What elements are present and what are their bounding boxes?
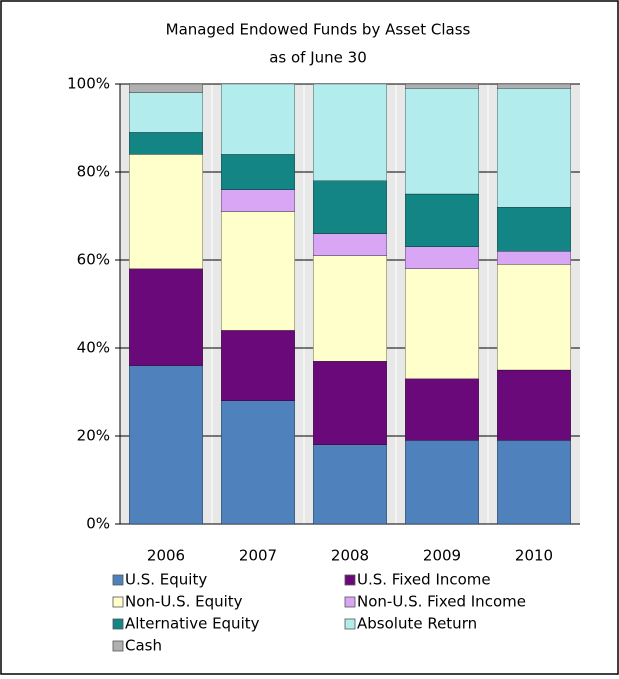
bar-segment <box>405 268 479 379</box>
x-tick-label: 2006 <box>147 547 185 565</box>
bar-segment <box>497 88 571 208</box>
bar-segment <box>313 444 387 525</box>
legend-label: Alternative Equity <box>125 615 260 633</box>
y-tick-label: 40% <box>77 339 110 357</box>
bar-segment <box>405 378 479 441</box>
bar-segment <box>497 83 571 89</box>
bar-segment <box>313 361 387 445</box>
bar-segment <box>129 83 203 93</box>
bar-segment <box>221 154 295 190</box>
bar-segment <box>497 369 571 441</box>
bar-segment <box>129 268 203 366</box>
bar-segment <box>221 400 295 525</box>
bar-segment <box>497 251 571 265</box>
bar-segment <box>221 83 295 155</box>
legend-label: Cash <box>125 637 162 655</box>
bar-segment <box>129 154 203 269</box>
bar-segment <box>221 330 295 401</box>
bar-segment <box>129 92 203 133</box>
x-tick-label: 2008 <box>331 547 369 565</box>
bar-segment <box>497 440 571 525</box>
y-tick-label: 20% <box>77 427 110 445</box>
chart-subtitle: as of June 30 <box>269 49 367 67</box>
bar-segment <box>497 264 571 371</box>
bar-segment <box>405 440 479 525</box>
legend-label: Non-U.S. Equity <box>125 593 243 611</box>
legend-swatch <box>344 574 356 586</box>
bar-segment <box>405 193 479 247</box>
bar-segment <box>405 88 479 195</box>
bar-segment <box>313 83 387 181</box>
legend-label: Absolute Return <box>357 615 477 633</box>
bar-segment <box>221 189 295 212</box>
legend-label: Non-U.S. Fixed Income <box>357 593 526 611</box>
legend-swatch <box>112 640 124 652</box>
x-tick-label: 2009 <box>423 547 461 565</box>
legend-swatch <box>112 596 124 608</box>
bar-segment <box>221 211 295 331</box>
y-tick-label: 60% <box>77 251 110 269</box>
bar-segment <box>405 246 479 269</box>
bar-segment <box>129 132 203 155</box>
legend-swatch <box>112 618 124 630</box>
legend-label: U.S. Equity <box>125 571 207 589</box>
bar-segment <box>313 255 387 362</box>
bar-segment <box>497 207 571 252</box>
y-tick-label: 0% <box>86 515 110 533</box>
y-tick-label: 100% <box>67 75 110 93</box>
bar-segment <box>313 180 387 234</box>
y-tick-label: 80% <box>77 163 110 181</box>
x-tick-label: 2010 <box>515 547 553 565</box>
legend-label: U.S. Fixed Income <box>357 571 491 589</box>
legend-swatch <box>344 596 356 608</box>
x-tick-label: 2007 <box>239 547 277 565</box>
legend-swatch <box>344 618 356 630</box>
chart-title: Managed Endowed Funds by Asset Class <box>166 21 471 39</box>
bar-segment <box>129 365 203 525</box>
bar-segment <box>313 233 387 256</box>
bar-segment <box>405 83 479 89</box>
legend-swatch <box>112 574 124 586</box>
